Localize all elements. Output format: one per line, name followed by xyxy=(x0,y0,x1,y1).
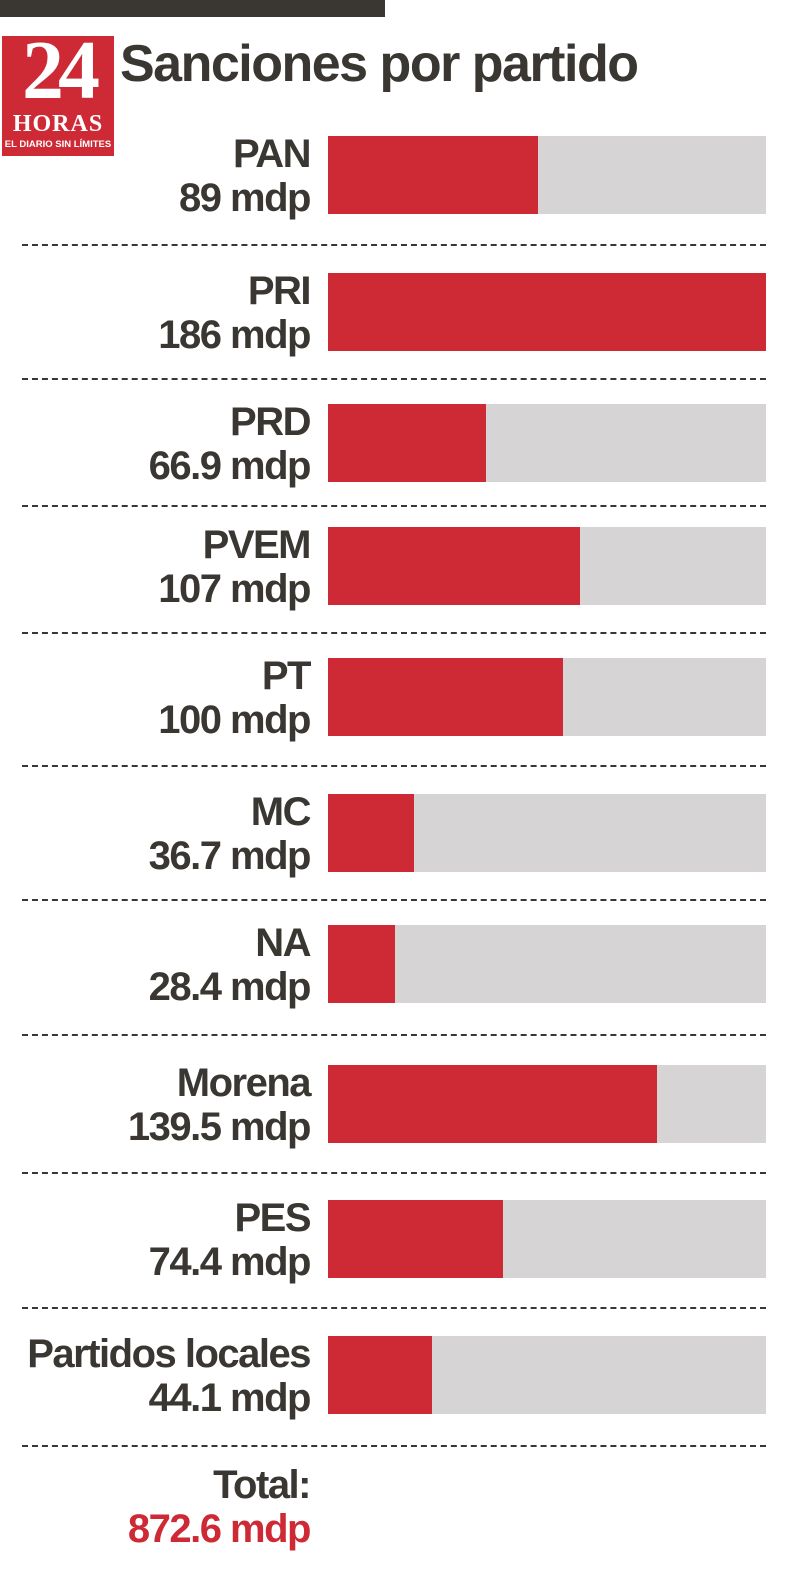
bar-label: PAN 89 mdp xyxy=(0,132,312,220)
bar-label: PES 74.4 mdp xyxy=(0,1196,312,1284)
bar xyxy=(328,1200,503,1278)
bar xyxy=(328,1336,432,1414)
bar xyxy=(328,273,766,351)
bar-label: NA 28.4 mdp xyxy=(0,921,312,1009)
logo-number: 24 xyxy=(22,36,100,117)
bar-track xyxy=(328,658,766,736)
bar xyxy=(328,658,563,736)
category-label: PT xyxy=(261,654,312,698)
total-value: 872.6 mdp xyxy=(127,1507,312,1551)
total-label: Total: xyxy=(213,1463,311,1507)
category-label: PRI xyxy=(247,269,312,313)
row-divider xyxy=(22,1307,766,1309)
row-divider xyxy=(22,378,766,380)
bar-track xyxy=(328,1065,766,1143)
row-divider xyxy=(22,1172,766,1174)
bar-label: Partidos locales 44.1 mdp xyxy=(0,1332,312,1420)
value-label: 28.4 mdp xyxy=(148,965,312,1009)
bar-track xyxy=(328,527,766,605)
bar-track xyxy=(328,1336,766,1414)
bar-label: PVEM 107 mdp xyxy=(0,523,312,611)
bar-label: MC 36.7 mdp xyxy=(0,790,312,878)
value-label: 36.7 mdp xyxy=(148,834,312,878)
category-label: PVEM xyxy=(202,523,312,567)
bar xyxy=(328,1065,657,1143)
bar xyxy=(328,404,486,482)
chart-title: Sanciones por partido xyxy=(120,35,639,93)
category-label: PRD xyxy=(230,400,311,444)
row-divider xyxy=(22,765,766,767)
total-block: Total: 872.6 mdp xyxy=(0,1463,312,1551)
logo-tagline: EL DIARIO SIN LÍMITES xyxy=(4,139,112,150)
category-label: NA xyxy=(255,921,311,965)
bar-track xyxy=(328,273,766,351)
bar-label: PT 100 mdp xyxy=(0,654,312,742)
category-label: Morena xyxy=(176,1061,312,1105)
category-label: Partidos locales xyxy=(27,1332,311,1376)
row-divider xyxy=(22,632,766,634)
value-label: 100 mdp xyxy=(158,698,311,742)
value-label: 66.9 mdp xyxy=(148,444,312,488)
row-divider xyxy=(22,505,766,507)
value-label: 44.1 mdp xyxy=(148,1376,312,1420)
bar-track xyxy=(328,1200,766,1278)
bar-track xyxy=(328,794,766,872)
bar xyxy=(328,527,580,605)
bar-track xyxy=(328,925,766,1003)
category-label: PES xyxy=(234,1196,311,1240)
value-label: 107 mdp xyxy=(158,567,311,611)
logo-word: HORAS xyxy=(12,111,104,137)
value-label: 139.5 mdp xyxy=(127,1105,312,1149)
bar-label: PRD 66.9 mdp xyxy=(0,400,312,488)
brand-logo: 24 HORAS EL DIARIO SIN LÍMITES xyxy=(2,36,114,156)
row-divider xyxy=(22,244,766,246)
row-divider xyxy=(22,1034,766,1036)
bar-label: PRI 186 mdp xyxy=(0,269,312,357)
value-label: 186 mdp xyxy=(158,313,311,357)
bar-track xyxy=(328,404,766,482)
bar-track xyxy=(328,136,766,214)
category-label: PAN xyxy=(233,132,311,176)
top-rule xyxy=(0,0,385,17)
row-divider xyxy=(22,1445,766,1447)
row-divider xyxy=(22,899,766,901)
value-label: 74.4 mdp xyxy=(148,1240,312,1284)
bar xyxy=(328,794,414,872)
category-label: MC xyxy=(250,790,312,834)
bar xyxy=(328,925,395,1003)
bar xyxy=(328,136,538,214)
bar-label: Morena 139.5 mdp xyxy=(0,1061,312,1149)
value-label: 89 mdp xyxy=(178,176,312,220)
